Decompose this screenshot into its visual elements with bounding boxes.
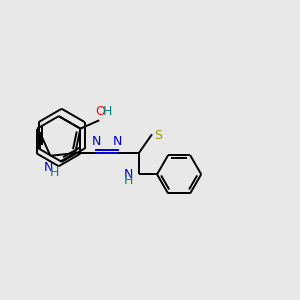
Text: N: N bbox=[44, 161, 53, 174]
Text: O: O bbox=[95, 105, 105, 118]
Text: H: H bbox=[50, 166, 59, 179]
Text: H: H bbox=[124, 174, 134, 187]
Text: S: S bbox=[154, 128, 162, 142]
Text: H: H bbox=[103, 105, 112, 118]
Text: N: N bbox=[113, 135, 122, 148]
Text: N: N bbox=[124, 168, 134, 181]
Text: N: N bbox=[92, 135, 101, 148]
